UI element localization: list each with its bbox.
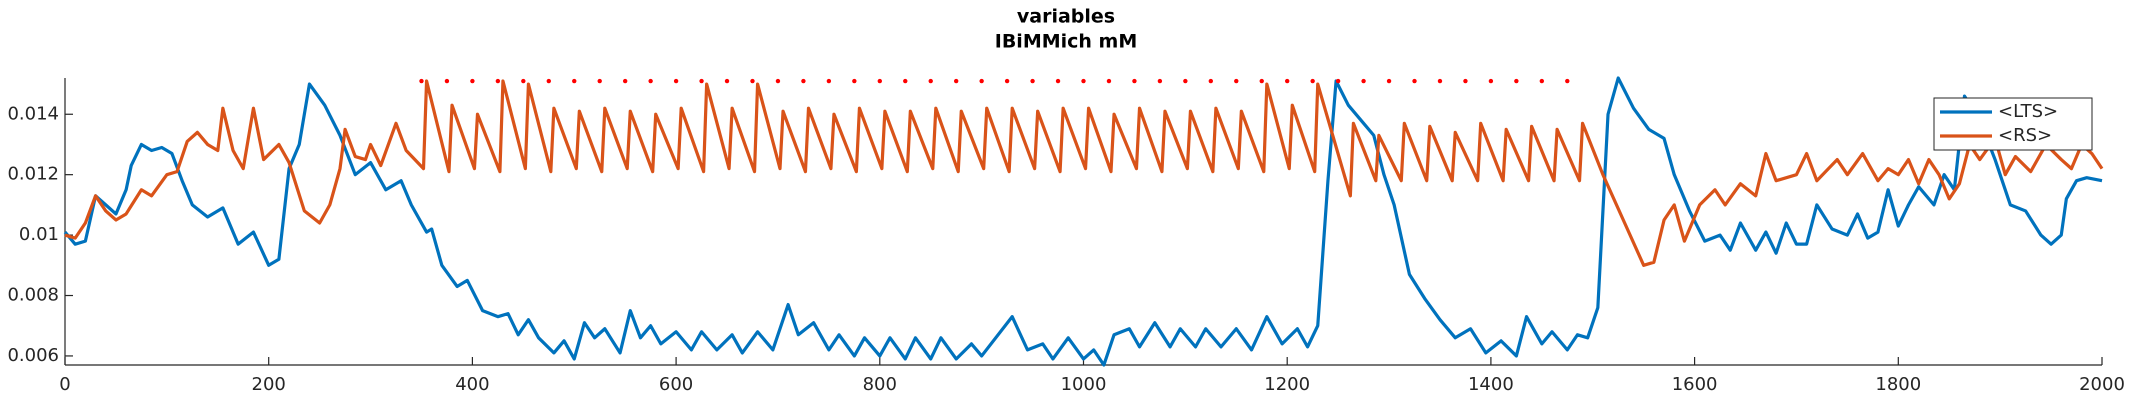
x-tick-label: 1800 [1875, 374, 1921, 395]
marker-dot [1132, 78, 1137, 84]
marker-dot [1055, 78, 1061, 84]
marker-dot [724, 78, 730, 84]
y-tick-label: 0.014 [7, 103, 59, 124]
marker-dot [1183, 78, 1188, 84]
marker-dot [1030, 78, 1035, 84]
x-tick-label: 800 [863, 374, 897, 395]
x-tick-label: 600 [659, 374, 693, 395]
marker-dot [470, 78, 475, 84]
marker-dot [953, 78, 959, 84]
marker-dot [801, 78, 806, 84]
marker-dot [1285, 78, 1290, 84]
series-line [64, 79, 2104, 267]
marker-dot [1157, 78, 1163, 84]
x-tick-label: 0 [59, 374, 70, 395]
marker-dot [673, 78, 679, 84]
marker-dot [1004, 78, 1010, 84]
marker-dot [1234, 78, 1239, 84]
legend-label: <RS> [1998, 125, 2052, 146]
y-tick-label: 0.012 [7, 164, 59, 185]
chart-title: variables [1017, 6, 1115, 28]
legend-label: <LTS> [1998, 101, 2058, 122]
marker-dot [546, 78, 551, 84]
y-tick-label: 0.008 [7, 285, 59, 306]
marker-dot [1514, 78, 1519, 84]
marker-dot [877, 78, 882, 84]
marker-dot [826, 78, 832, 84]
marker-dot [622, 78, 628, 84]
marker-dot [928, 78, 933, 84]
x-tick-label: 1600 [1672, 374, 1718, 395]
y-tick-label: 0.01 [19, 224, 59, 245]
legend-box [1933, 97, 2093, 151]
marker-dot [1361, 78, 1366, 84]
marker-dot [775, 78, 781, 84]
marker-dot [495, 78, 501, 84]
marker-dot [852, 78, 857, 84]
marker-dot [699, 78, 704, 84]
marker-dot [444, 78, 450, 84]
marker-dot [1106, 78, 1112, 84]
x-tick-label: 400 [455, 374, 489, 395]
marker-dot [521, 78, 526, 84]
marker-dot [1539, 78, 1545, 84]
marker-dot [979, 78, 984, 84]
marker-dot [750, 78, 755, 84]
x-tick-label: 2000 [2079, 374, 2125, 395]
marker-dot [597, 78, 602, 84]
marker-dot [1335, 78, 1341, 84]
marker-dot [1386, 78, 1392, 84]
marker-dot [1437, 78, 1443, 84]
series-line [63, 76, 2103, 367]
x-tick-label: 1000 [1061, 374, 1107, 395]
chart-subtitle: IBiMMich mM [995, 31, 1138, 53]
x-tick-label: 200 [252, 374, 286, 395]
marker-dot [1310, 78, 1315, 84]
marker-dot [1565, 78, 1570, 84]
marker-dot [648, 78, 653, 84]
x-tick-label: 1400 [1468, 374, 1514, 395]
y-tick-label: 0.006 [7, 345, 59, 366]
marker-dot [1412, 78, 1417, 84]
marker-dot [1208, 78, 1214, 84]
x-tick-label: 1200 [1264, 374, 1310, 395]
marker-dot [1488, 78, 1494, 84]
marker-dot [419, 78, 424, 84]
marker-dot [1081, 78, 1086, 84]
marker-dot [1259, 78, 1264, 84]
marker-dot [572, 78, 577, 84]
marker-dot [1463, 78, 1468, 84]
marker-dot [903, 78, 908, 84]
